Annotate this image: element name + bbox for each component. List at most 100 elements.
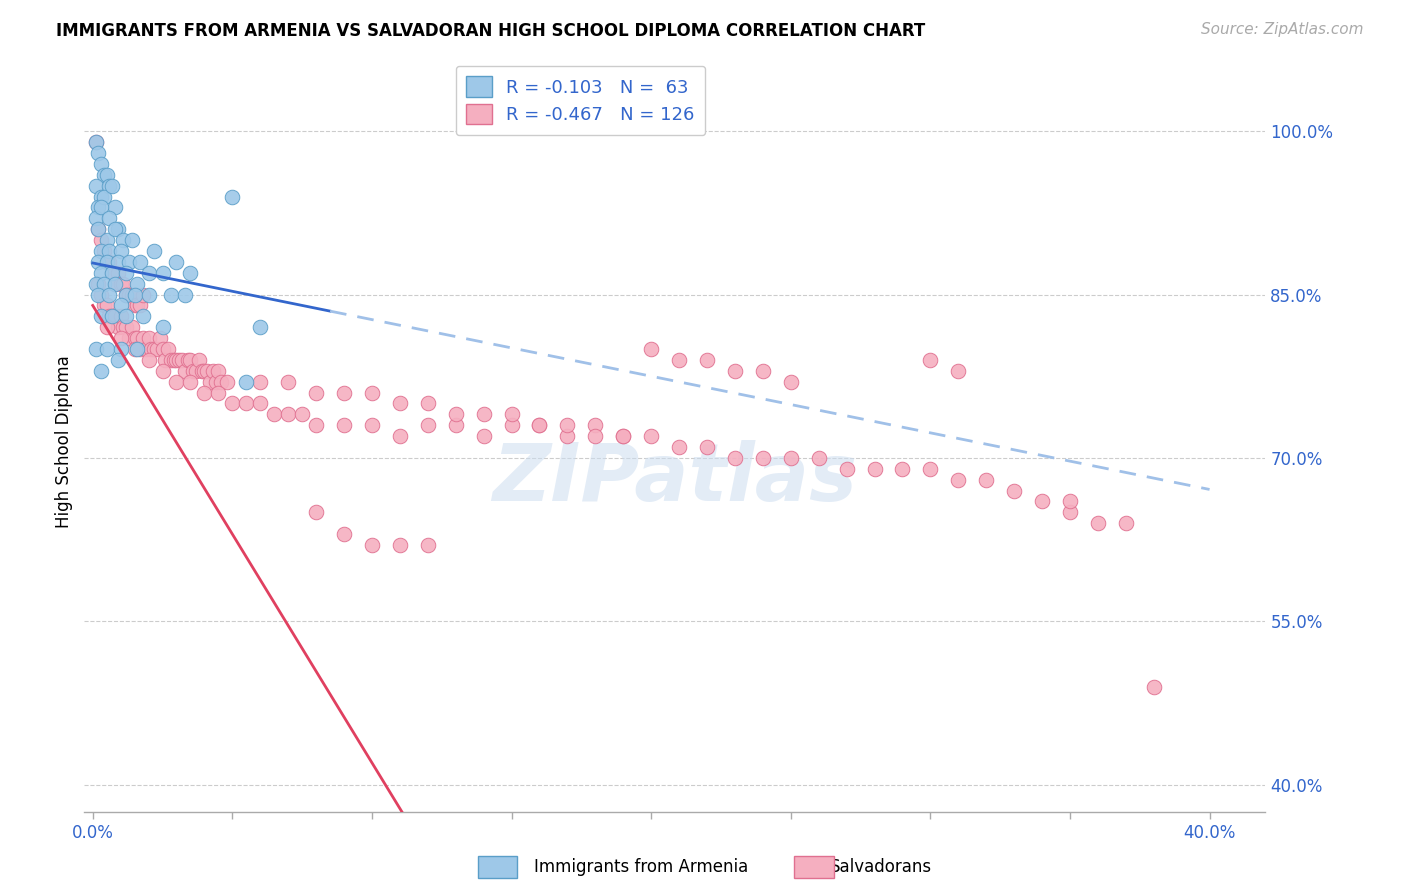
Point	[98, 244, 121, 258]
Point	[305, 505, 328, 519]
Point	[101, 310, 124, 324]
Point	[1143, 680, 1166, 694]
Point	[96, 320, 118, 334]
Point	[107, 255, 129, 269]
Point	[107, 320, 129, 334]
Point	[84, 178, 107, 193]
Point	[87, 287, 110, 301]
Point	[124, 298, 146, 312]
Point	[948, 364, 970, 378]
Point	[920, 462, 942, 476]
Point	[583, 429, 606, 443]
Point	[529, 418, 551, 433]
Point	[501, 407, 523, 421]
Point	[444, 418, 467, 433]
Point	[127, 331, 149, 345]
Point	[118, 255, 141, 269]
Point	[143, 342, 166, 356]
Point	[207, 385, 229, 400]
Point	[98, 211, 121, 226]
Point	[179, 375, 201, 389]
Point	[129, 298, 152, 312]
Point	[181, 364, 204, 378]
Point	[129, 255, 152, 269]
Point	[127, 277, 149, 291]
Point	[107, 222, 129, 236]
Point	[752, 364, 775, 378]
Point	[948, 473, 970, 487]
Point	[143, 244, 166, 258]
Point	[1031, 494, 1053, 508]
Point	[87, 222, 110, 236]
Point	[132, 331, 155, 345]
Point	[138, 352, 160, 367]
Point	[444, 407, 467, 421]
Point	[90, 364, 112, 378]
Point	[152, 342, 174, 356]
Point	[90, 233, 112, 247]
Point	[160, 287, 183, 301]
Point	[198, 375, 221, 389]
Point	[169, 352, 191, 367]
Point	[388, 538, 411, 552]
Point	[87, 146, 110, 161]
Point	[668, 440, 690, 454]
Point	[557, 429, 579, 443]
Point	[529, 418, 551, 433]
Point	[361, 385, 384, 400]
Point	[112, 233, 135, 247]
Point	[101, 178, 124, 193]
Point	[93, 277, 115, 291]
Point	[305, 418, 328, 433]
Point	[138, 287, 160, 301]
Point	[163, 352, 186, 367]
Point	[110, 244, 132, 258]
Point	[115, 266, 138, 280]
Point	[129, 342, 152, 356]
Point	[93, 168, 115, 182]
Point	[333, 418, 356, 433]
Point	[863, 462, 886, 476]
Text: ZIPatlas: ZIPatlas	[492, 440, 858, 517]
Point	[361, 418, 384, 433]
Point	[173, 364, 195, 378]
Point	[90, 266, 112, 280]
Point	[696, 352, 718, 367]
Point	[193, 385, 215, 400]
Point	[96, 233, 118, 247]
Point	[305, 385, 328, 400]
Point	[640, 429, 662, 443]
Point	[1002, 483, 1025, 498]
Point	[84, 342, 107, 356]
Point	[668, 352, 690, 367]
Point	[84, 135, 107, 149]
Point	[107, 266, 129, 280]
Point	[138, 331, 160, 345]
Point	[187, 352, 209, 367]
Point	[118, 287, 141, 301]
Point	[121, 287, 143, 301]
Point	[115, 310, 138, 324]
Point	[235, 375, 257, 389]
Point	[101, 266, 124, 280]
Point	[90, 310, 112, 324]
Point	[112, 320, 135, 334]
Point	[752, 450, 775, 465]
Point	[974, 473, 997, 487]
Point	[1059, 505, 1081, 519]
Text: Salvadorans: Salvadorans	[830, 858, 932, 876]
Text: Source: ZipAtlas.com: Source: ZipAtlas.com	[1201, 22, 1364, 37]
Point	[184, 364, 207, 378]
Point	[104, 277, 127, 291]
Point	[110, 342, 132, 356]
Point	[104, 277, 127, 291]
Point	[176, 352, 198, 367]
Point	[640, 342, 662, 356]
Point	[612, 429, 634, 443]
Point	[179, 266, 201, 280]
Point	[135, 342, 157, 356]
Point	[152, 266, 174, 280]
Point	[93, 298, 115, 312]
Point	[696, 440, 718, 454]
Point	[96, 255, 118, 269]
